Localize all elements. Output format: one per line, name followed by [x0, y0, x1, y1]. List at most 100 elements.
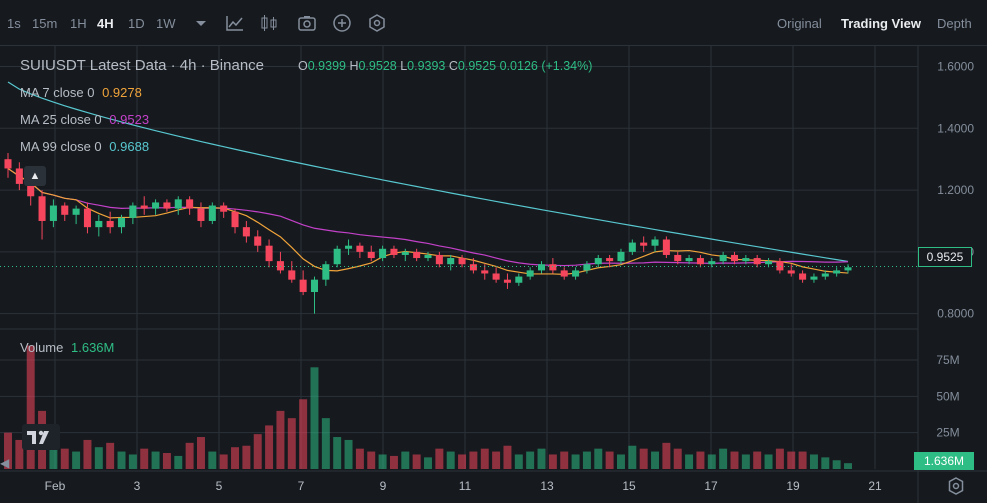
low-label: L: [400, 59, 408, 73]
volume-bar: [412, 454, 421, 469]
volume-bar: [787, 451, 796, 469]
candle-body: [424, 254, 432, 259]
ma99-label: MA 99 close 0: [20, 139, 102, 154]
view-depth[interactable]: Depth: [937, 16, 972, 31]
volume-bar: [821, 457, 830, 469]
candle-body: [753, 258, 761, 265]
collapse-legend-button[interactable]: ▲: [24, 166, 46, 186]
candle-body: [708, 261, 716, 265]
candle-body: [458, 258, 466, 265]
candle-body: [152, 202, 160, 209]
candle-body: [322, 264, 330, 280]
timeframe-1h[interactable]: 1H: [70, 16, 87, 31]
candle-body: [413, 251, 421, 259]
candle-body: [447, 258, 455, 265]
volume-bar: [162, 453, 171, 469]
volume-bar: [809, 454, 818, 469]
candle-body: [719, 254, 727, 262]
candle-body: [651, 239, 659, 246]
volume-bar: [492, 451, 501, 469]
volume-bar: [673, 448, 682, 469]
candle-body: [572, 270, 580, 277]
volume-bar: [265, 425, 274, 469]
timeframe-1d[interactable]: 1D: [128, 16, 145, 31]
timeframe-4h[interactable]: 4H: [97, 16, 114, 31]
x-tick-label: 5: [216, 479, 223, 493]
volume-bar: [480, 448, 489, 469]
volume-bar: [775, 448, 784, 469]
volume-bar: [231, 447, 239, 469]
volume-bar: [696, 451, 705, 469]
view-original[interactable]: Original: [777, 16, 822, 31]
candle-body: [299, 279, 307, 293]
volume-bar: [571, 454, 580, 469]
volume-bar: [832, 460, 841, 469]
tradingview-logo-icon[interactable]: [22, 424, 60, 450]
candle-body: [787, 270, 795, 274]
candle-body: [469, 264, 477, 271]
volume-bar: [424, 457, 432, 469]
chart-settings-gear-icon[interactable]: [946, 476, 966, 496]
scroll-left-chevron-icon[interactable]: ◀: [0, 456, 10, 470]
volume-bar: [503, 445, 512, 469]
timeframe-15m[interactable]: 15m: [32, 16, 58, 31]
candle-style-icon[interactable]: [258, 12, 280, 34]
volume-bar: [106, 442, 115, 469]
candle-body: [810, 276, 818, 280]
volume-bar: [15, 439, 24, 469]
x-tick-label: 21: [868, 479, 882, 493]
candle-body: [390, 248, 398, 255]
volume-bar: [389, 455, 398, 469]
ma25-legend[interactable]: MA 25 close 0 0.9523: [20, 112, 149, 127]
candle-body: [503, 279, 511, 283]
ma7-label: MA 7 close 0: [20, 85, 95, 100]
candle-body: [163, 202, 171, 209]
timeframe-1w[interactable]: 1W: [156, 16, 176, 31]
price-chart[interactable]: Feb35791113151719211.60001.40001.20001.0…: [0, 46, 987, 503]
candle-body: [95, 220, 103, 228]
volume-tick-label: 50M: [936, 389, 959, 403]
candle-body: [140, 205, 148, 209]
add-indicator-icon[interactable]: [331, 12, 353, 34]
candle-body: [401, 251, 409, 255]
candle-body: [220, 205, 228, 212]
candle-body: [606, 258, 614, 262]
settings-hex-icon[interactable]: [366, 12, 388, 34]
candle-body: [742, 258, 750, 262]
candle-body: [515, 276, 523, 283]
volume-bar: [378, 454, 387, 469]
volume-bar: [367, 451, 376, 469]
ma25-label: MA 25 close 0: [20, 112, 102, 127]
candle-body: [310, 279, 319, 293]
camera-icon[interactable]: [296, 12, 318, 34]
timeframe-dropdown-icon[interactable]: [190, 12, 212, 34]
volume-bar: [582, 451, 591, 469]
candle-body: [617, 251, 625, 262]
candle-body: [72, 208, 80, 215]
volume-label: Volume: [20, 340, 64, 355]
candle-body: [61, 205, 69, 215]
indicator-line-icon[interactable]: [224, 12, 246, 34]
candle-body: [481, 270, 489, 274]
candle-body: [821, 273, 829, 277]
candle-body: [833, 270, 841, 274]
candle-body: [549, 264, 557, 271]
timeframe-1s[interactable]: 1s: [7, 16, 21, 31]
volume-bar: [4, 432, 12, 469]
candle-body: [685, 258, 693, 262]
volume-value: 1.636M: [71, 340, 115, 355]
x-tick-label: 19: [786, 479, 800, 493]
candle-body: [583, 264, 591, 271]
toolbar: 1s 15m 1H 4H 1D 1W Original Trading View…: [0, 0, 987, 46]
volume-bar: [628, 445, 637, 469]
x-tick-label: 11: [459, 479, 472, 493]
candle-body: [526, 270, 534, 277]
symbol-title: SUIUSDT Latest Data · 4h · Binance: [20, 57, 264, 74]
view-trading-view[interactable]: Trading View: [841, 16, 921, 31]
volume-bar: [548, 454, 557, 469]
volume-bar: [242, 445, 251, 469]
ma99-legend[interactable]: MA 99 close 0 0.9688: [20, 139, 149, 154]
ma7-legend[interactable]: MA 7 close 0 0.9278: [20, 85, 142, 100]
volume-bar: [197, 437, 205, 469]
volume-bar: [321, 418, 330, 469]
